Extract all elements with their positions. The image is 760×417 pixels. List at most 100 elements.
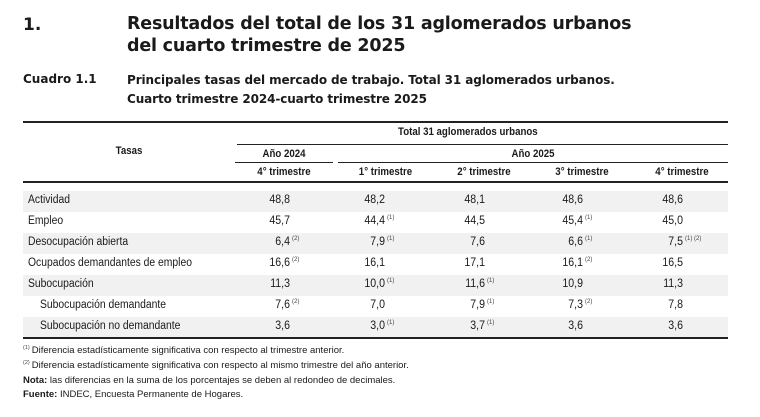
cell-value: 3,6 bbox=[668, 320, 683, 332]
table-cell: 17,1 bbox=[457, 257, 485, 269]
cell-value: 48,2 bbox=[364, 194, 385, 206]
table-cell: 45,4 (1) bbox=[555, 215, 592, 227]
cuadro-title: Principales tasas del mercado de trabajo… bbox=[127, 71, 615, 109]
table-row: Desocupación abierta 6,4 (2) 7,9 (1) 7,6 6,6 (1… bbox=[23, 233, 728, 254]
cell-value: 7,6 bbox=[470, 236, 485, 248]
table-cell: 48,6 bbox=[555, 194, 583, 206]
cell-value: 16,1 bbox=[364, 257, 385, 269]
cell-value: 45,0 bbox=[662, 215, 683, 227]
table-bottom-rule bbox=[23, 337, 728, 339]
year-header-2024: Año 2024 bbox=[262, 148, 306, 160]
table-cell: 6,6 (1) bbox=[555, 236, 592, 248]
table-row: Ocupados demandantes de empleo 16,6 (2) 16,… bbox=[23, 254, 728, 275]
row-label: Desocupación abierta bbox=[28, 236, 129, 248]
cell-footnote-mark: (2) bbox=[292, 257, 300, 263]
footnote-2-mark: (2) bbox=[23, 360, 30, 366]
cell-footnote-mark: (2) bbox=[292, 299, 300, 305]
section-title-line-1: Resultados del total de los 31 aglomerad… bbox=[127, 14, 632, 34]
row-label: Ocupados demandantes de empleo bbox=[28, 257, 192, 269]
row-label: Subocupación bbox=[28, 278, 94, 290]
cell-footnote-mark: (1) bbox=[387, 236, 395, 242]
table-cell: 44,4 (1) bbox=[357, 215, 394, 227]
table-cell: 11,6 (1) bbox=[457, 278, 494, 290]
cuadro-label: Cuadro 1.1 bbox=[23, 72, 97, 86]
row-header-tasas: Tasas bbox=[115, 145, 143, 157]
cell-value: 7,3 bbox=[568, 299, 583, 311]
year-header-2025: Año 2025 bbox=[511, 148, 555, 160]
cell-value: 45,7 bbox=[269, 215, 290, 227]
cell-footnote-mark: (1) bbox=[387, 320, 395, 326]
table-top-rule bbox=[23, 121, 728, 123]
table-cell: 11,3 bbox=[655, 278, 683, 290]
table-row: Subocupación 11,3 10,0 (1) 11,6 (1) 10,9 11,3 bbox=[23, 275, 728, 296]
table-row: Subocupación demandante 7,6 (2) 7,0 7,9 (1) 7,… bbox=[23, 296, 728, 317]
footnote-2: (2) Diferencia estadísticamente significa… bbox=[23, 360, 409, 371]
cell-value: 7,0 bbox=[370, 299, 385, 311]
table-row: Empleo 45,7 44,4 (1) 44,5 45,4 (1) 45,0 bbox=[23, 212, 728, 233]
year-2024-rule bbox=[235, 162, 333, 163]
cell-value: 16,1 bbox=[562, 257, 583, 269]
table-cell: 3,6 bbox=[555, 320, 583, 332]
cell-footnote-mark: (1) bbox=[487, 278, 495, 284]
cuadro-title-line-2: Cuarto trimestre 2024-cuarto trimestre 2… bbox=[127, 92, 427, 106]
table-cell: 10,9 bbox=[555, 278, 583, 290]
table-cell: 3,0 (1) bbox=[357, 320, 394, 332]
cell-value: 48,8 bbox=[269, 194, 290, 206]
cell-value: 3,0 bbox=[370, 320, 385, 332]
cell-value: 11,3 bbox=[270, 278, 290, 290]
cell-value: 45,4 bbox=[562, 215, 583, 227]
header-bottom-rule bbox=[23, 181, 728, 183]
section-number: 1. bbox=[23, 15, 42, 35]
footnote-1-mark: (1) bbox=[23, 345, 30, 351]
cell-value: 16,5 bbox=[662, 257, 683, 269]
table-row: Actividad 48,8 48,2 48,1 48,6 48,6 bbox=[23, 191, 728, 212]
cell-value: 10,0 bbox=[364, 278, 385, 290]
cell-value: 7,5 bbox=[668, 236, 683, 248]
table-cell: 3,7 (1) bbox=[457, 320, 494, 332]
cell-value: 6,6 bbox=[568, 236, 583, 248]
cell-footnote-mark: (1) bbox=[387, 215, 395, 221]
table-cell: 7,0 bbox=[357, 299, 385, 311]
section-title: Resultados del total de los 31 aglomerad… bbox=[127, 13, 632, 57]
table-cell: 7,3 (2) bbox=[555, 299, 592, 311]
year-2025-rule bbox=[338, 162, 728, 163]
column-header-2025-q4: 4° trimestre bbox=[655, 166, 709, 178]
table-cell: 48,2 bbox=[357, 194, 385, 206]
row-label: Empleo bbox=[28, 215, 64, 227]
group-header: Total 31 aglomerados urbanos bbox=[398, 126, 538, 138]
row-label: Actividad bbox=[28, 194, 71, 206]
table-row: Subocupación no demandante 3,6 3,0 (1) 3,7 (1… bbox=[23, 317, 728, 338]
cell-value: 3,6 bbox=[275, 320, 290, 332]
cell-value: 3,6 bbox=[568, 320, 583, 332]
table-cell: 45,7 bbox=[262, 215, 290, 227]
table-cell: 7,6 bbox=[457, 236, 485, 248]
table-cell: 7,5 (1) (2) bbox=[655, 236, 701, 248]
table-cell: 16,5 bbox=[655, 257, 683, 269]
table-cell: 44,5 bbox=[457, 215, 485, 227]
nota-label: Nota: bbox=[23, 375, 48, 386]
cell-footnote-mark: (1) (2) bbox=[685, 236, 702, 242]
cell-footnote-mark: (2) bbox=[585, 299, 593, 305]
cell-value: 16,6 bbox=[269, 257, 290, 269]
cell-value: 6,4 bbox=[275, 236, 290, 248]
cell-value: 7,8 bbox=[668, 299, 683, 311]
table-cell: 45,0 bbox=[655, 215, 683, 227]
cell-value: 48,6 bbox=[662, 194, 683, 206]
cell-value: 7,9 bbox=[370, 236, 385, 248]
cell-value: 17,1 bbox=[464, 257, 485, 269]
table-cell: 7,9 (1) bbox=[457, 299, 494, 311]
fuente-label: Fuente: bbox=[23, 389, 58, 400]
row-label: Subocupación no demandante bbox=[40, 320, 181, 332]
table-cell: 6,4 (2) bbox=[262, 236, 299, 248]
table-cell: 16,1 (2) bbox=[555, 257, 592, 269]
fuente: Fuente: INDEC, Encuesta Permanente de Ho… bbox=[23, 389, 243, 400]
table-cell: 7,6 (2) bbox=[262, 299, 299, 311]
cell-footnote-mark: (2) bbox=[292, 236, 300, 242]
fuente-text: INDEC, Encuesta Permanente de Hogares. bbox=[57, 389, 244, 400]
cell-value: 48,6 bbox=[562, 194, 583, 206]
cuadro-title-line-1: Principales tasas del mercado de trabajo… bbox=[127, 73, 615, 87]
cell-value: 44,5 bbox=[464, 215, 485, 227]
footnote-1: (1) Diferencia estadísticamente significa… bbox=[23, 345, 344, 356]
nota: Nota: las diferencias en la suma de los … bbox=[23, 375, 395, 386]
column-header-2025-q2: 2° trimestre bbox=[457, 166, 511, 178]
